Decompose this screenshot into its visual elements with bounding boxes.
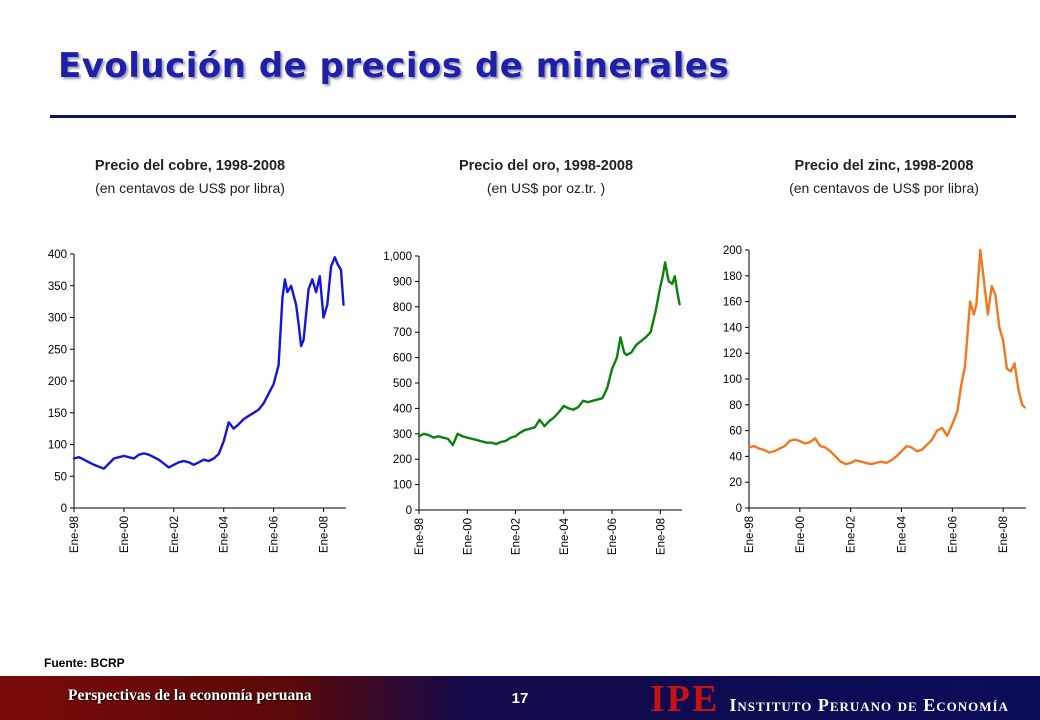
zinc-y-tick-label: 160 bbox=[723, 297, 742, 309]
footer-bar bbox=[0, 676, 1040, 720]
chart-title-zinc: Precio del zinc, 1998-2008 bbox=[794, 158, 974, 174]
chart-subtitle-zinc: (en centavos de US$ por libra) bbox=[789, 180, 979, 196]
copper-y-tick-label: 50 bbox=[54, 471, 67, 483]
gold-y-tick-label: 800 bbox=[393, 302, 412, 314]
chart-title-copper: Precio del cobre, 1998-2008 bbox=[94, 158, 286, 174]
gold-x-tick-label: Ene-98 bbox=[414, 518, 426, 555]
gold-y-tick-label: 900 bbox=[393, 276, 412, 288]
source-note: Fuente: BCRP bbox=[44, 656, 125, 670]
zinc-y-tick-label: 180 bbox=[723, 271, 742, 283]
copper-y-tick-label: 100 bbox=[48, 440, 67, 452]
copper-x-tick-label: Ene-98 bbox=[69, 516, 81, 553]
zinc-y-tick-label: 0 bbox=[736, 503, 742, 515]
copper-x-tick-label: Ene-00 bbox=[119, 516, 131, 553]
zinc-y-tick-label: 100 bbox=[723, 374, 742, 386]
gold-y-tick-label: 300 bbox=[393, 429, 412, 441]
copper-y-tick-label: 0 bbox=[61, 503, 67, 515]
title-rule bbox=[50, 115, 1016, 118]
copper-x-tick-label: Ene-02 bbox=[169, 516, 181, 553]
chart-subtitle-copper: (en centavos de US$ por libra) bbox=[95, 180, 285, 196]
zinc-x-tick-label: Ene-98 bbox=[744, 516, 756, 553]
gold-y-tick-label: 100 bbox=[393, 480, 412, 492]
gold-y-tick-label: 700 bbox=[393, 327, 412, 339]
zinc-x-tick-label: Ene-06 bbox=[947, 516, 959, 553]
chart-title-gold: Precio del oro, 1998-2008 bbox=[458, 158, 634, 174]
gold-y-tick-label: 0 bbox=[406, 505, 412, 517]
copper-y-tick-label: 250 bbox=[48, 344, 67, 356]
zinc-price-line bbox=[747, 248, 1026, 466]
gold-y-tick-label: 1,000 bbox=[383, 251, 412, 263]
zinc-x-tick-label: Ene-04 bbox=[896, 515, 908, 553]
gold-y-tick-label: 600 bbox=[393, 353, 412, 365]
zinc-x-tick-label: Ene-08 bbox=[998, 516, 1010, 553]
copper-x-tick-label: Ene-04 bbox=[219, 515, 231, 553]
gold-x-tick-label: Ene-00 bbox=[462, 518, 474, 555]
page-title: Evolución de precios de minerales bbox=[58, 46, 730, 86]
logo-text: Instituto Peruano de Economía bbox=[729, 695, 1009, 715]
gold-y-tick-label: 400 bbox=[393, 403, 412, 415]
gold-x-tick-label: Ene-06 bbox=[607, 518, 619, 555]
zinc-y-tick-label: 140 bbox=[723, 322, 742, 334]
chart-subtitle-gold: (en US$ por oz.tr. ) bbox=[486, 180, 606, 196]
zinc-x-tick-label: Ene-00 bbox=[795, 516, 807, 553]
logo-mark: IPE bbox=[650, 678, 720, 720]
copper-price-line bbox=[72, 256, 345, 470]
gold-y-tick-label: 200 bbox=[393, 454, 412, 466]
zinc-y-tick-label: 40 bbox=[729, 451, 742, 463]
copper-y-tick-label: 300 bbox=[48, 313, 67, 325]
page-number: 17 bbox=[511, 690, 529, 707]
copper-x-tick-label: Ene-06 bbox=[269, 516, 281, 553]
zinc-y-tick-label: 120 bbox=[723, 348, 742, 360]
gold-x-tick-label: Ene-02 bbox=[511, 518, 523, 555]
zinc-y-tick-label: 200 bbox=[723, 245, 742, 257]
copper-y-tick-label: 200 bbox=[48, 376, 67, 388]
gold-x-tick-label: Ene-08 bbox=[655, 518, 667, 555]
gold-y-tick-label: 500 bbox=[393, 378, 412, 390]
ipe-logo: IPE Instituto Peruano de Economía bbox=[650, 678, 1009, 720]
gold-price-line bbox=[417, 261, 681, 447]
copper-y-tick-label: 350 bbox=[48, 281, 67, 293]
footer-presentation-title: Perspectivas de la economía peruana bbox=[68, 687, 312, 704]
zinc-y-tick-label: 60 bbox=[729, 426, 742, 438]
zinc-x-tick-label: Ene-02 bbox=[846, 516, 858, 553]
gold-x-tick-label: Ene-04 bbox=[559, 517, 571, 555]
copper-y-tick-label: 400 bbox=[48, 249, 67, 261]
copper-x-tick-label: Ene-08 bbox=[319, 516, 331, 553]
copper-y-tick-label: 150 bbox=[48, 408, 67, 420]
zinc-y-tick-label: 80 bbox=[729, 400, 742, 412]
zinc-y-tick-label: 20 bbox=[729, 477, 742, 489]
